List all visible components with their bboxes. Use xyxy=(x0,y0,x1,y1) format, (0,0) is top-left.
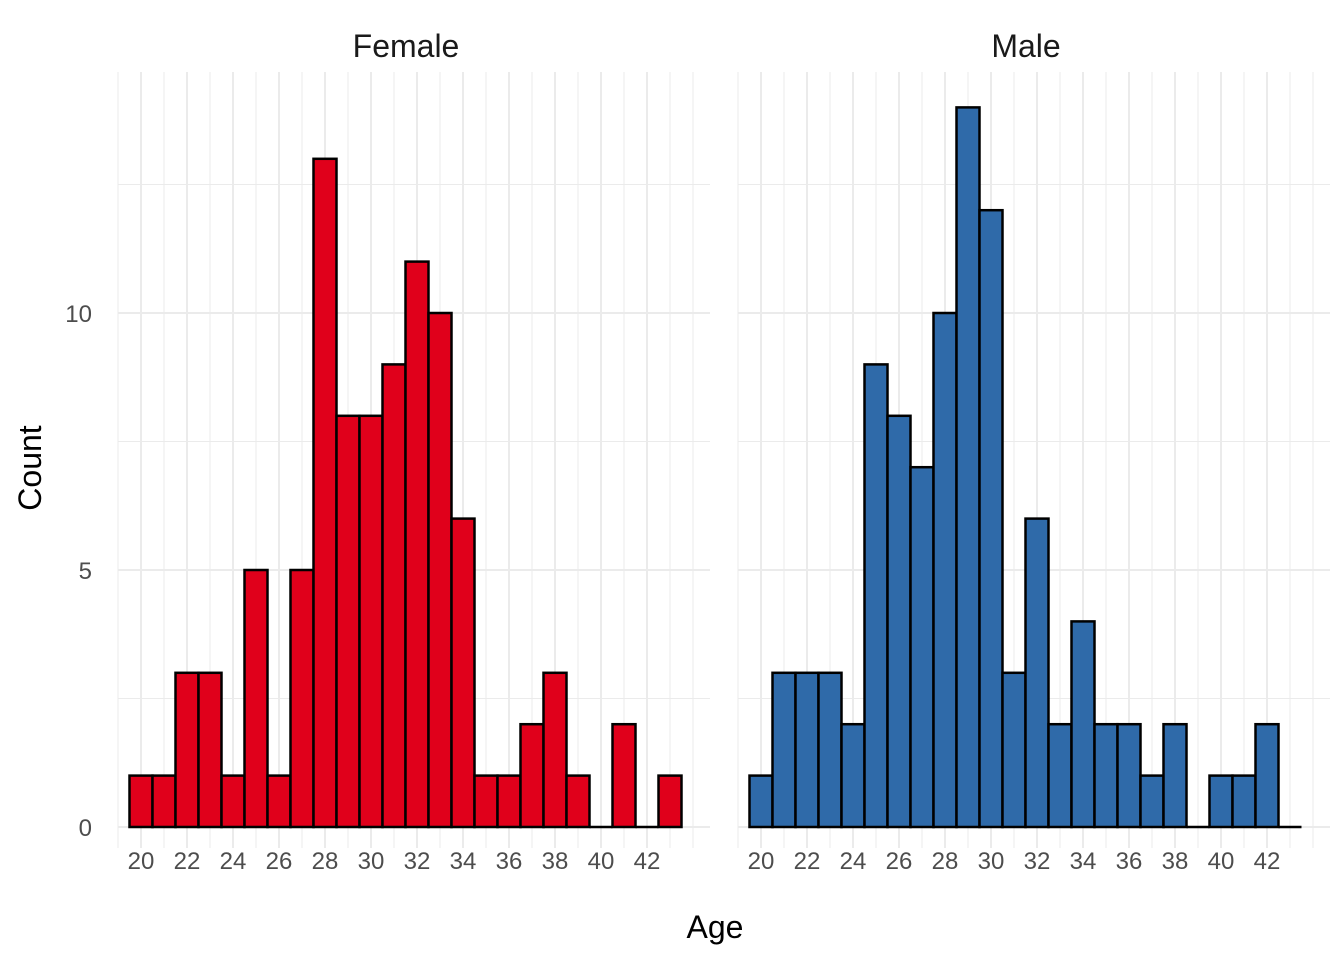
histogram-bar-male xyxy=(1139,774,1165,829)
x-tick-label-male: 28 xyxy=(932,848,959,875)
histogram-bar-male xyxy=(978,208,1004,829)
histogram-bar-female xyxy=(473,774,499,829)
x-tick-label-female: 42 xyxy=(634,848,661,875)
x-tick-label-female: 28 xyxy=(312,848,339,875)
x-tick-label-male: 34 xyxy=(1070,848,1097,875)
x-tick-label-female: 40 xyxy=(588,848,615,875)
histogram-bar-male xyxy=(1254,722,1280,829)
x-tick-label-male: 40 xyxy=(1208,848,1235,875)
facet-panel-male: Male 20 22 24 26 28 30 32 34 36 38 40 42 xyxy=(737,28,1330,875)
facet-panel-female: Female 20 22 24 26 28 30 32 34 36 38 40 42 xyxy=(117,28,710,875)
x-tick-label-male: 32 xyxy=(1024,848,1051,875)
histogram-bar-female xyxy=(128,774,154,829)
histogram-bar-male xyxy=(1070,620,1096,829)
x-tick-label-female: 26 xyxy=(266,848,293,875)
histogram-bar-male xyxy=(863,363,889,829)
bars-male xyxy=(748,106,1302,829)
x-tick-labels-female: 20 22 24 26 28 30 32 34 36 38 40 42 xyxy=(128,848,661,875)
x-tick-label-male: 42 xyxy=(1254,848,1281,875)
histogram-bar-male xyxy=(1001,671,1027,829)
histogram-bar-male xyxy=(909,465,935,829)
y-tick-label: 0 xyxy=(79,815,92,842)
histogram-bar-male xyxy=(817,671,843,829)
histogram-bar-male xyxy=(1024,517,1050,829)
histogram-bar-female xyxy=(358,414,384,829)
histogram-bar-female xyxy=(289,568,315,829)
histogram-bar-female xyxy=(657,774,683,829)
histogram-bar-female xyxy=(450,517,476,829)
histogram-bar-female xyxy=(220,774,246,829)
facet-title-female: Female xyxy=(353,28,460,64)
histogram-bar-female xyxy=(266,774,292,829)
histogram-bar-male xyxy=(748,774,774,829)
histogram-bar-male xyxy=(1208,774,1234,829)
histogram-bar-male xyxy=(932,311,958,829)
histogram-bar-male xyxy=(1231,774,1257,829)
x-tick-label-male: 24 xyxy=(840,848,867,875)
x-tick-label-female: 24 xyxy=(220,848,247,875)
histogram-bar-male xyxy=(1047,722,1073,829)
histogram-bar-male xyxy=(886,414,912,829)
y-tick-labels: 0 5 10 xyxy=(65,301,92,842)
histogram-bar-female xyxy=(565,774,591,829)
histogram-bar-male xyxy=(771,671,797,829)
x-tick-label-male: 36 xyxy=(1116,848,1143,875)
facet-title-male: Male xyxy=(991,28,1060,64)
histogram-bar-female xyxy=(174,671,200,829)
x-tick-label-male: 30 xyxy=(978,848,1005,875)
x-tick-label-male: 22 xyxy=(794,848,821,875)
histogram-bar-female xyxy=(404,260,430,829)
y-tick-label: 5 xyxy=(79,558,92,585)
x-axis-title: Age xyxy=(687,909,744,945)
x-tick-label-female: 20 xyxy=(128,848,155,875)
histogram-bar-female xyxy=(496,774,522,829)
x-tick-label-female: 36 xyxy=(496,848,523,875)
histogram-bar-male xyxy=(794,671,820,829)
y-tick-label: 10 xyxy=(65,301,92,328)
bars-female xyxy=(128,157,683,829)
x-tick-label-female: 32 xyxy=(404,848,431,875)
histogram-bar-male xyxy=(955,106,981,829)
x-tick-label-female: 22 xyxy=(174,848,201,875)
x-tick-label-male: 20 xyxy=(748,848,775,875)
histogram-bar-female xyxy=(151,774,177,829)
x-tick-label-male: 38 xyxy=(1162,848,1189,875)
x-tick-label-male: 26 xyxy=(886,848,913,875)
histogram-bar-female xyxy=(611,722,637,829)
x-tick-label-female: 38 xyxy=(542,848,569,875)
y-axis-title: Count xyxy=(12,425,48,511)
x-tick-label-female: 30 xyxy=(358,848,385,875)
histogram-bar-female xyxy=(519,722,545,829)
histogram-bar-female xyxy=(197,671,223,829)
x-tick-labels-male: 20 22 24 26 28 30 32 34 36 38 40 42 xyxy=(748,848,1281,875)
x-tick-label-female: 34 xyxy=(450,848,477,875)
histogram-bar-male xyxy=(1116,722,1142,829)
histogram-bar-male xyxy=(840,722,866,829)
histogram-bar-male xyxy=(1093,722,1119,829)
histogram-bar-female xyxy=(312,157,338,829)
histogram-bar-female xyxy=(335,414,361,829)
histogram-bar-female xyxy=(427,311,453,829)
histogram-bar-female xyxy=(542,671,568,829)
histogram-bar-male xyxy=(1162,722,1188,829)
histogram-bar-female xyxy=(381,363,407,829)
histogram-bar-female xyxy=(243,568,269,829)
